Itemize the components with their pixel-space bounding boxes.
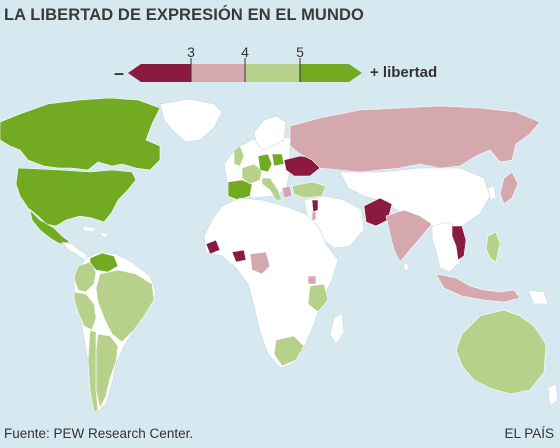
country-lebanon bbox=[311, 199, 319, 213]
country-vietnam bbox=[451, 225, 467, 261]
country-nigeria bbox=[249, 251, 271, 275]
country-uk bbox=[233, 145, 245, 167]
country-spain bbox=[227, 179, 253, 201]
country-india bbox=[385, 209, 433, 263]
country-colombia bbox=[73, 261, 97, 293]
country-philippines bbox=[485, 231, 501, 263]
country-poland bbox=[271, 153, 285, 167]
country-greece bbox=[281, 185, 293, 199]
legend-arrow-left-icon bbox=[128, 64, 141, 82]
country-canada bbox=[0, 97, 161, 171]
country-turkey bbox=[291, 181, 327, 199]
country-south-africa bbox=[273, 335, 305, 367]
country-peru bbox=[73, 291, 97, 331]
country-tanzania bbox=[307, 283, 329, 313]
country-france bbox=[241, 163, 263, 185]
legend-arrow-right-icon bbox=[349, 64, 362, 82]
legend-segment-low bbox=[191, 64, 245, 82]
brand-label: EL PAÍS bbox=[504, 426, 554, 441]
legend: 3 4 5 – + libertad bbox=[0, 0, 560, 100]
legend-segment-medium bbox=[245, 64, 300, 82]
country-greenland bbox=[159, 98, 223, 143]
country-indonesia bbox=[435, 273, 521, 303]
country-brazil bbox=[95, 269, 155, 343]
country-italy bbox=[261, 177, 283, 201]
country-australia bbox=[455, 309, 547, 395]
legend-segment-lowest bbox=[141, 64, 191, 82]
source-note: Fuente: PEW Research Center. bbox=[4, 426, 194, 441]
country-burkina-faso bbox=[231, 249, 247, 263]
country-japan bbox=[499, 171, 519, 205]
map-title: LA LIBERTAD DE EXPRESIÓN EN EL MUNDO bbox=[4, 6, 364, 24]
country-germany bbox=[257, 153, 273, 173]
legend-plus-label: + libertad bbox=[370, 64, 438, 81]
legend-tick-5: 5 bbox=[296, 44, 304, 60]
country-chile bbox=[87, 329, 99, 413]
legend-segment-high bbox=[300, 64, 349, 82]
country-uganda bbox=[307, 275, 317, 285]
country-ukraine bbox=[283, 155, 321, 177]
country-russia bbox=[289, 105, 541, 173]
legend-tick-4: 4 bbox=[241, 44, 249, 60]
region-central-america bbox=[61, 241, 89, 261]
legend-tick-3: 3 bbox=[187, 44, 195, 60]
legend-minus-label: – bbox=[114, 63, 125, 83]
country-senegal bbox=[205, 239, 221, 255]
country-israel bbox=[311, 211, 317, 221]
